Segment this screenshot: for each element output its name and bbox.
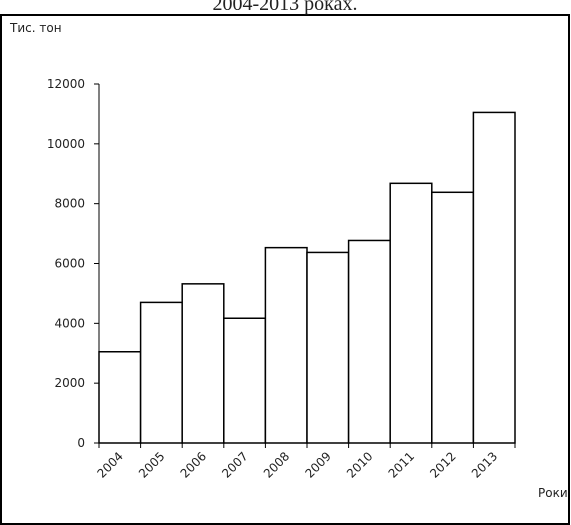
y-tick-label: 12000 xyxy=(47,77,85,91)
y-tick-label: 8000 xyxy=(54,197,85,211)
y-axis-label: Тис. тон xyxy=(9,21,62,35)
y-tick-label: 6000 xyxy=(54,257,85,271)
bar xyxy=(98,351,142,444)
bar xyxy=(306,251,350,444)
x-axis-label: Роки xyxy=(538,486,568,500)
bar xyxy=(139,301,183,444)
y-tick-label: 2000 xyxy=(54,376,85,390)
bar xyxy=(347,239,391,444)
bar xyxy=(264,246,308,444)
chart-title: 2004-2013 роках. xyxy=(213,0,358,15)
bar xyxy=(472,111,516,444)
y-tick-label: 0 xyxy=(77,436,85,450)
bar xyxy=(431,191,475,444)
y-tick-label: 4000 xyxy=(54,316,85,330)
y-tick-label: 10000 xyxy=(47,137,85,151)
bar xyxy=(389,182,433,444)
bar xyxy=(223,317,267,444)
bar xyxy=(181,283,225,444)
